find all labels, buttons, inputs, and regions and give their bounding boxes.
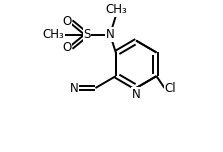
Text: O: O	[62, 15, 71, 28]
Text: CH₃: CH₃	[42, 28, 64, 41]
Text: N: N	[106, 28, 114, 41]
Text: N: N	[132, 88, 140, 101]
Text: Cl: Cl	[165, 81, 176, 95]
Text: O: O	[62, 41, 71, 54]
Text: S: S	[83, 28, 91, 41]
Text: CH₃: CH₃	[105, 3, 127, 16]
Text: N: N	[70, 81, 78, 95]
